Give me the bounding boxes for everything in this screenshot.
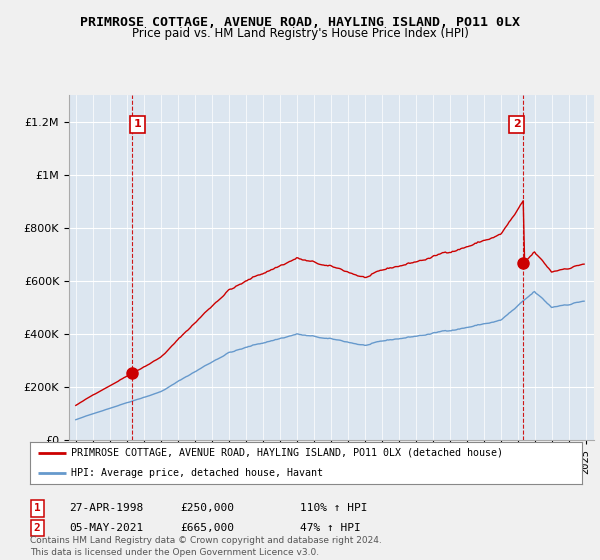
- Text: HPI: Average price, detached house, Havant: HPI: Average price, detached house, Hava…: [71, 468, 323, 478]
- Text: Price paid vs. HM Land Registry's House Price Index (HPI): Price paid vs. HM Land Registry's House …: [131, 27, 469, 40]
- Text: 27-APR-1998: 27-APR-1998: [69, 503, 143, 514]
- Text: 2: 2: [512, 119, 520, 129]
- Text: 1: 1: [133, 119, 141, 129]
- Text: 05-MAY-2021: 05-MAY-2021: [69, 523, 143, 533]
- Text: PRIMROSE COTTAGE, AVENUE ROAD, HAYLING ISLAND, PO11 0LX (detached house): PRIMROSE COTTAGE, AVENUE ROAD, HAYLING I…: [71, 448, 503, 458]
- Text: 110% ↑ HPI: 110% ↑ HPI: [300, 503, 367, 514]
- Text: Contains HM Land Registry data © Crown copyright and database right 2024.
This d: Contains HM Land Registry data © Crown c…: [30, 536, 382, 557]
- Text: £665,000: £665,000: [180, 523, 234, 533]
- Text: 1: 1: [34, 503, 41, 514]
- Text: 2: 2: [34, 523, 41, 533]
- Text: 47% ↑ HPI: 47% ↑ HPI: [300, 523, 361, 533]
- Text: £250,000: £250,000: [180, 503, 234, 514]
- Text: PRIMROSE COTTAGE, AVENUE ROAD, HAYLING ISLAND, PO11 0LX: PRIMROSE COTTAGE, AVENUE ROAD, HAYLING I…: [80, 16, 520, 29]
